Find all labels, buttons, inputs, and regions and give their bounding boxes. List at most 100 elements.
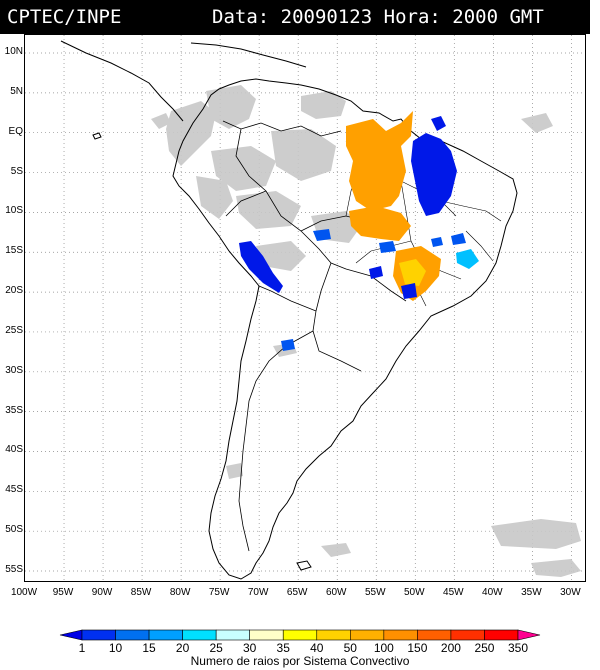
colorbar-swatch [81,629,116,641]
system-blue-ne-small [431,116,446,131]
colorbar-label: 100 [373,641,394,655]
lon-label: 45W [443,587,464,598]
lat-label: 25S [5,324,23,336]
system-blue-peru [239,241,283,293]
colorbar-swatch [215,629,250,641]
cloud-patch-amazon-central [271,129,336,181]
lat-label: 5S [10,165,23,177]
convective-systems [239,111,479,351]
cloud-patch-colombia [206,85,256,129]
lat-label: 30S [5,364,23,376]
lat-label: 10S [5,205,23,217]
country-borders [222,120,407,552]
colorbar-label: 50 [343,641,357,655]
map-canvas [25,35,585,581]
colorbar-label: 35 [276,641,290,655]
map-frame [24,34,586,582]
colorbar-swatch [316,629,351,641]
lon-label: 90W [91,587,113,598]
colorbar-title: Numero de raios por Sistema Convectivo [190,654,410,668]
lon-label: 35W [521,587,542,598]
south-america-coast [172,78,518,580]
colorbar-swatch [115,629,150,641]
system-blue-east [451,233,466,245]
colorbar-label: 250 [474,641,495,655]
colorbar-swatch [350,629,385,641]
cloud-patch-ecuador [166,101,216,166]
colorbar [59,629,541,641]
colorbar-swatch [282,629,318,641]
satellite-cloud-layer [151,85,581,577]
hour-label: Hora: [383,6,441,28]
colorbar-swatch [417,629,452,641]
system-blue-chaco [281,339,295,351]
colorbar-label: 350 [507,641,529,655]
colorbar-label: 10 [108,641,123,655]
lat-label: 50S [5,524,23,536]
map-header: CPTEC/INPE Data: 20090123 Hora: 2000 GMT [0,0,590,34]
cloud-patch-guiana [301,91,346,119]
lon-label: 75W [208,587,230,598]
hour-value: 2000 GMT [452,6,544,28]
falklands [296,560,312,571]
system-yellow-south [399,259,426,286]
colorbar-swatch [383,629,418,641]
date-value: 20090123 [280,6,373,28]
lon-label: 30W [560,587,581,598]
lon-label: 85W [130,587,152,598]
colorbar-swatch [182,629,217,641]
colorbar-label: 200 [440,641,461,655]
colorbar-swatch [450,629,485,641]
cloud-patch-south-1 [491,519,581,549]
colorbar-swatch [249,629,284,641]
colorbar-arrow-left [59,629,83,641]
lon-label: 50W [403,587,425,598]
coastlines [60,40,518,580]
lon-label: 40W [482,587,503,598]
system-blue-se [431,237,443,247]
lat-label: 10N [4,46,23,57]
cloud-patch-south-2 [531,559,581,577]
system-blue-south2 [401,283,417,299]
colorbar-label: 20 [175,641,190,655]
system-orange-central [349,206,411,241]
lon-label: 100W [10,587,38,598]
lon-label: 80W [169,587,191,598]
cloud-patch-pacific-north [151,113,171,129]
cloud-patch-peru [196,176,233,219]
colorbar-label: 1 [78,641,86,655]
graticule [25,35,585,581]
system-orange-north [346,111,413,211]
cloud-patch-south-3 [321,543,351,557]
colorbar-label: 30 [243,641,257,655]
colorbar-label: 40 [310,641,324,655]
system-blue-west [313,229,331,241]
colorbar-swatch [484,629,519,641]
datetime-title: Data: 20090123 Hora: 2000 GMT [212,6,544,28]
lat-label: 5N [10,85,23,97]
cloud-patch-amazon-south [236,191,301,229]
system-blue-central [379,241,396,253]
lat-label: 20S [5,285,23,297]
date-label: Data: [212,6,270,28]
lon-label: 60W [325,587,347,598]
colorbar-label: 25 [209,641,223,655]
lon-label: 55W [364,587,386,598]
system-cyan-east [456,249,479,269]
cloud-patch-atlantic-north [521,113,553,133]
system-blue-southbr [369,266,383,279]
lat-label: 45S [5,484,23,496]
central-america-coast [60,40,184,122]
galapagos [92,132,102,140]
lon-label: 65W [286,587,308,598]
colorbar-label: 15 [142,641,156,655]
lat-label: 40S [5,444,23,456]
caribbean-coast [190,42,307,68]
lat-label: 15S [5,245,23,257]
cloud-patch-bolivia [256,241,306,271]
org-title: CPTEC/INPE [7,6,122,28]
lat-label: EQ [8,125,23,137]
system-blue-northeast [411,133,457,216]
colorbar-arrow-right [517,629,541,641]
lat-label: 55S [5,564,23,576]
